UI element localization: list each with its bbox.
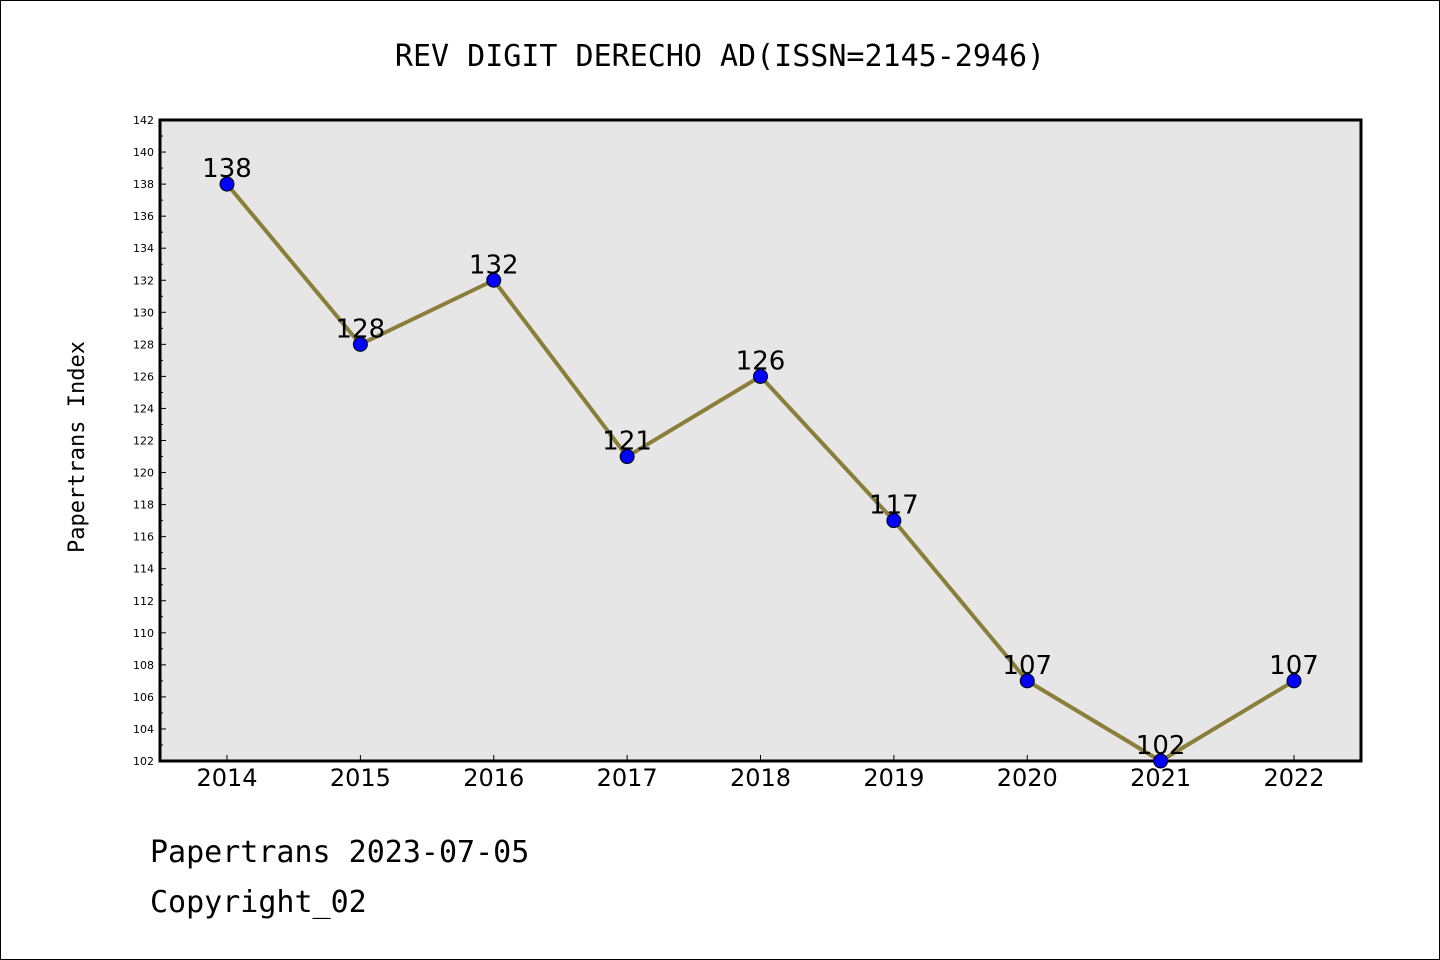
y-axis: 102 104 106 108 110 112 114 116 118 120 122 124 126 1… [133,114,166,768]
data-label: 126 [736,346,786,376]
x-tick-label: 2022 [1263,764,1324,792]
x-tick-label: 2019 [863,764,924,792]
y-tick-label: 142 [133,114,154,127]
y-tick-label: 136 [133,210,154,223]
x-tick-label: 2017 [597,764,658,792]
y-tick-label: 128 [133,338,154,351]
data-point [886,513,902,529]
y-tick-label: 104 [133,723,154,736]
y-axis-label: Papertrans Index [65,341,90,553]
data-label: 132 [469,250,519,280]
y-tick-label: 124 [133,402,154,415]
y-tick-label: 114 [133,563,154,576]
footer-copyright: Copyright_02 [150,885,367,920]
y-tick-label: 110 [133,627,154,640]
data-label: 102 [1136,731,1186,761]
x-tick-label: 2018 [730,764,791,792]
data-label: 121 [602,427,652,457]
data-label: 117 [869,491,919,521]
data-point [352,336,368,352]
y-tick-label: 102 [133,755,154,768]
y-tick-label: 118 [133,499,154,512]
data-point [1019,673,1035,689]
x-tick-label: 2015 [330,764,391,792]
chart-title: REV DIGIT DERECHO AD(ISSN=2145-2946) [395,39,1045,74]
data-label: 107 [1269,651,1319,681]
y-tick-label: 108 [133,659,154,672]
data-point [1286,673,1302,689]
footer-date: Papertrans 2023-07-05 [150,835,530,870]
data-point [753,368,768,384]
x-tick-label: 2016 [463,764,524,792]
y-tick-label: 120 [133,467,154,480]
y-tick-label: 132 [133,274,154,287]
y-tick-label: 140 [133,146,154,159]
y-tick-label: 112 [133,595,154,608]
y-tick-label: 138 [133,178,154,191]
data-point [486,272,502,288]
data-label: 138 [202,154,252,184]
x-axis: 2014 2015 2016 2017 2018 2019 2020 2021 2022 [196,755,1325,792]
data-label: 107 [1002,651,1052,681]
data-point [619,449,635,465]
x-tick-label: 2014 [196,764,257,792]
plot-area [158,118,1363,763]
data-point [219,176,235,192]
y-tick-label: 106 [133,691,154,704]
y-tick-label: 130 [133,306,154,319]
y-tick-label: 134 [133,242,154,255]
data-point [1153,753,1169,769]
x-tick-label: 2021 [1130,764,1191,792]
y-tick-label: 122 [133,435,154,448]
y-tick-label: 126 [133,370,154,383]
series-line-group: 138 128 132 121 126 117 107 102 107 [202,154,1319,769]
y-tick-label: 116 [133,531,154,544]
data-label: 128 [336,314,386,344]
x-tick-label: 2020 [997,764,1058,792]
